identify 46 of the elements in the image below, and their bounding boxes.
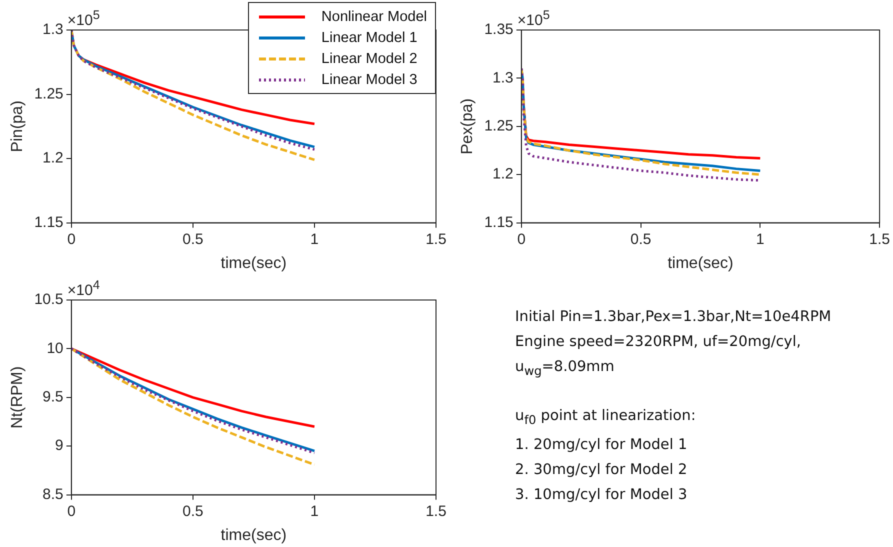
text: 2. 30mg/cyl for Model 2 xyxy=(515,460,688,480)
y-axis-title: Pex(pa) xyxy=(459,98,476,154)
y-tick-label: 9.5 xyxy=(42,388,64,406)
x-axis-title: time(sec) xyxy=(668,254,734,272)
legend-label: Linear Model 1 xyxy=(321,30,418,46)
x-axis-title: time(sec) xyxy=(220,254,287,272)
y-tick-label: 1.25 xyxy=(484,118,514,135)
y-tick-label: 10 xyxy=(46,340,64,357)
text: ×10$^{5}$ xyxy=(517,8,550,29)
x-tick-label: 0.5 xyxy=(630,230,652,248)
text: u$_{wg}$=8.09mm xyxy=(515,358,616,380)
x-tick-label: 1 xyxy=(310,230,319,248)
y-tick-label: 1.15 xyxy=(484,214,514,231)
text: ×10$^{4}$ xyxy=(67,278,100,299)
x-tick-label: 0 xyxy=(67,502,76,520)
x-tick-label: 1 xyxy=(310,502,319,520)
y-tick-label: 1.15 xyxy=(34,214,64,231)
x-tick-label: 1.5 xyxy=(426,502,446,520)
y-tick-label: 10.5 xyxy=(34,291,64,308)
x-tick-label: 0 xyxy=(67,230,76,248)
y-tick-label: 1.25 xyxy=(34,85,64,102)
y-axis-title: Nt(RPM) xyxy=(9,366,26,429)
y-tick-label: 1.2 xyxy=(42,150,64,167)
x-tick-label: 1.5 xyxy=(869,230,890,248)
x-axis-title: time(sec) xyxy=(220,526,287,544)
y-tick-label: 1.2 xyxy=(492,166,514,183)
legend-label: Nonlinear Model xyxy=(321,8,427,24)
x-tick-label: 0 xyxy=(517,230,526,248)
text: u$_{f0}$ point at linearization: xyxy=(515,406,697,429)
text: Engine speed=2320RPM, uf=20mg/cyl, xyxy=(515,333,802,352)
legend-label: Linear Model 3 xyxy=(321,72,418,88)
y-axis-title: Pin(pa) xyxy=(9,100,26,152)
text: 3. 10mg/cyl for Model 3 xyxy=(515,486,688,505)
y-tick-label: 9 xyxy=(55,437,64,454)
text: Initial Pin=1.3bar,Pex=1.3bar,Nt=10e4RPM xyxy=(515,308,832,327)
y-tick-label: 8.5 xyxy=(42,486,64,503)
x-tick-label: 1 xyxy=(756,230,764,248)
y-tick-label: 1.3 xyxy=(42,21,64,38)
x-tick-label: 1.5 xyxy=(426,230,446,248)
y-tick-label: 1.35 xyxy=(484,21,514,38)
text: 1. 20mg/cyl for Model 1 xyxy=(515,436,688,455)
x-tick-label: 0.5 xyxy=(182,502,204,520)
legend-label: Linear Model 2 xyxy=(321,50,418,66)
text: ×10$^{5}$ xyxy=(67,8,100,29)
y-tick-label: 1.3 xyxy=(492,69,514,86)
x-tick-label: 0.5 xyxy=(182,230,204,248)
